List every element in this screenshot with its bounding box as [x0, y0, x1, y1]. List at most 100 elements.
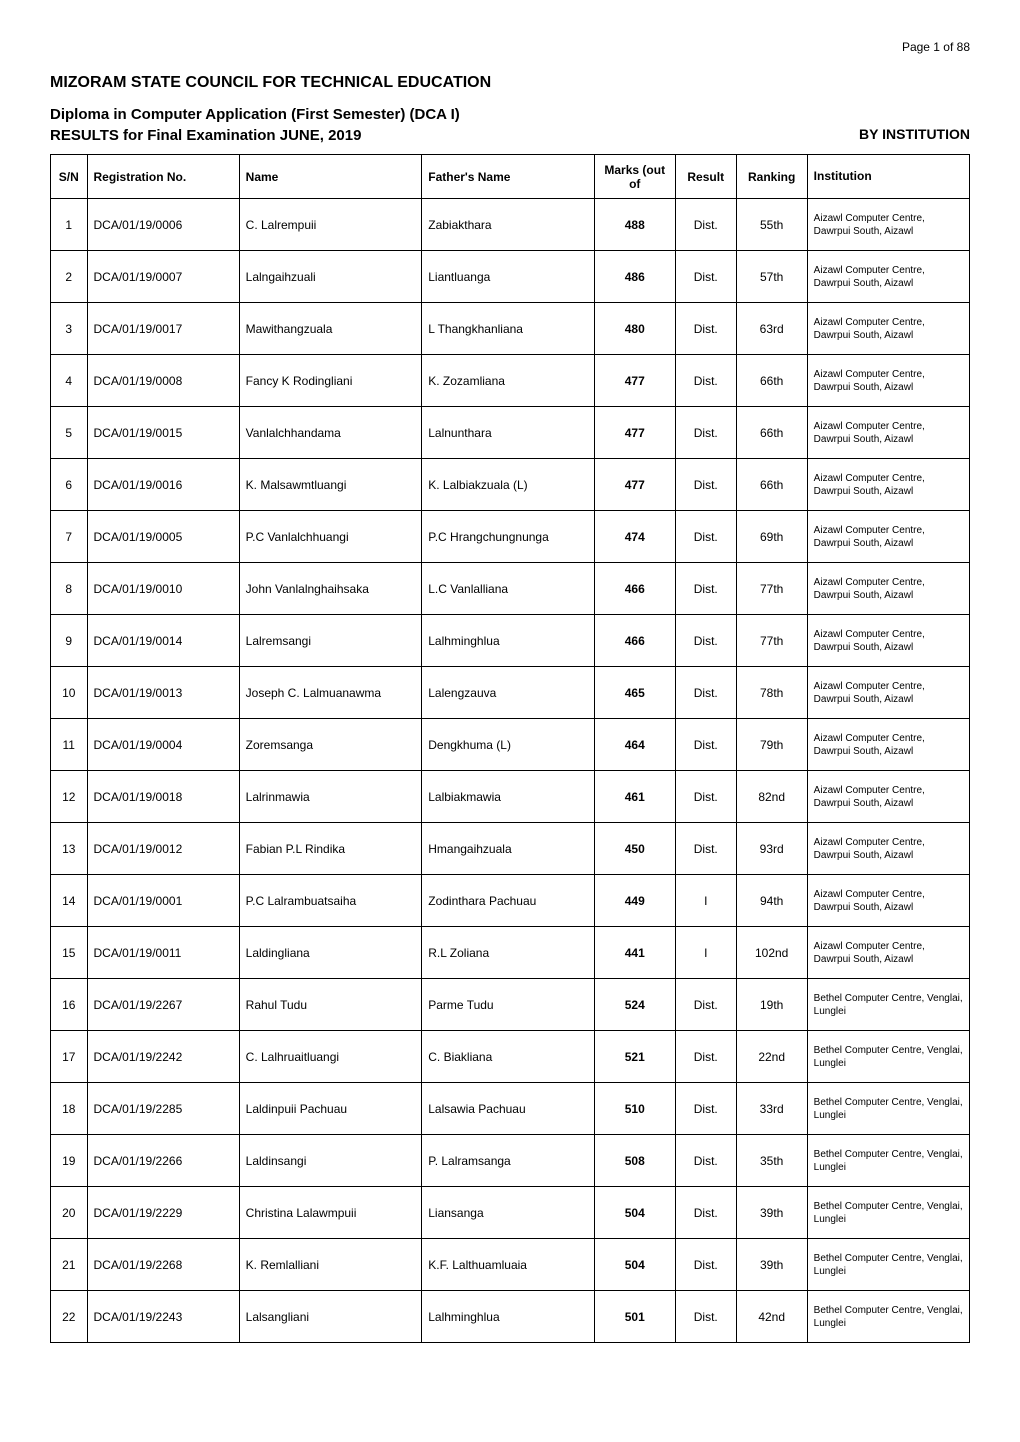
cell-sn: 6	[51, 459, 88, 511]
cell-inst: Aizawl Computer Centre, Dawrpui South, A…	[807, 563, 969, 615]
cell-result: Dist.	[675, 1187, 736, 1239]
table-row: 7DCA/01/19/0005P.C VanlalchhuangiP.C Hra…	[51, 511, 970, 563]
table-row: 20DCA/01/19/2229Christina LalawmpuiiLian…	[51, 1187, 970, 1239]
cell-marks: 461	[594, 771, 675, 823]
cell-result: Dist.	[675, 667, 736, 719]
cell-rank: 22nd	[736, 1031, 807, 1083]
cell-marks: 488	[594, 199, 675, 251]
cell-marks: 477	[594, 355, 675, 407]
cell-sn: 17	[51, 1031, 88, 1083]
col-header-name: Name	[239, 155, 422, 199]
cell-name: Lalremsangi	[239, 615, 422, 667]
cell-result: Dist.	[675, 303, 736, 355]
cell-reg: DCA/01/19/0001	[87, 875, 239, 927]
cell-sn: 16	[51, 979, 88, 1031]
cell-name: P.C Lalrambuatsaiha	[239, 875, 422, 927]
cell-rank: 79th	[736, 719, 807, 771]
cell-marks: 504	[594, 1187, 675, 1239]
cell-rank: 77th	[736, 563, 807, 615]
cell-reg: DCA/01/19/2243	[87, 1291, 239, 1343]
cell-rank: 35th	[736, 1135, 807, 1187]
cell-name: Laldinpuii Pachuau	[239, 1083, 422, 1135]
cell-result: Dist.	[675, 979, 736, 1031]
cell-name: K. Remlalliani	[239, 1239, 422, 1291]
cell-father: Lalhminghlua	[422, 1291, 594, 1343]
cell-father: Liansanga	[422, 1187, 594, 1239]
cell-reg: DCA/01/19/0012	[87, 823, 239, 875]
cell-inst: Aizawl Computer Centre, Dawrpui South, A…	[807, 823, 969, 875]
cell-inst: Bethel Computer Centre, Venglai, Lunglei	[807, 1187, 969, 1239]
cell-sn: 1	[51, 199, 88, 251]
cell-father: Parme Tudu	[422, 979, 594, 1031]
cell-father: L Thangkhanliana	[422, 303, 594, 355]
cell-reg: DCA/01/19/2266	[87, 1135, 239, 1187]
cell-father: L.C Vanlalliana	[422, 563, 594, 615]
cell-reg: DCA/01/19/0017	[87, 303, 239, 355]
cell-marks: 474	[594, 511, 675, 563]
cell-rank: 69th	[736, 511, 807, 563]
table-row: 8DCA/01/19/0010John VanlalnghaihsakaL.C …	[51, 563, 970, 615]
cell-inst: Aizawl Computer Centre, Dawrpui South, A…	[807, 407, 969, 459]
cell-result: Dist.	[675, 1135, 736, 1187]
results-table: S/N Registration No. Name Father's Name …	[50, 154, 970, 1343]
cell-name: Laldingliana	[239, 927, 422, 979]
subtitle-block: Diploma in Computer Application (First S…	[50, 106, 679, 144]
cell-result: Dist.	[675, 1083, 736, 1135]
cell-inst: Aizawl Computer Centre, Dawrpui South, A…	[807, 771, 969, 823]
table-row: 14DCA/01/19/0001P.C LalrambuatsaihaZodin…	[51, 875, 970, 927]
cell-name: Christina Lalawmpuii	[239, 1187, 422, 1239]
cell-father: C. Biakliana	[422, 1031, 594, 1083]
cell-marks: 486	[594, 251, 675, 303]
results-line: RESULTS for Final Examination JUNE, 2019	[50, 127, 679, 144]
cell-reg: DCA/01/19/2267	[87, 979, 239, 1031]
page-number: Page 1 of 88	[50, 40, 970, 54]
table-row: 22DCA/01/19/2243LalsanglianiLalhminghlua…	[51, 1291, 970, 1343]
cell-rank: 57th	[736, 251, 807, 303]
cell-father: K. Zozamliana	[422, 355, 594, 407]
cell-inst: Bethel Computer Centre, Venglai, Lunglei	[807, 1135, 969, 1187]
diploma-line: Diploma in Computer Application (First S…	[50, 106, 679, 123]
table-row: 5DCA/01/19/0015VanlalchhandamaLalnunthar…	[51, 407, 970, 459]
cell-name: Lalsangliani	[239, 1291, 422, 1343]
cell-reg: DCA/01/19/0018	[87, 771, 239, 823]
cell-rank: 55th	[736, 199, 807, 251]
cell-result: Dist.	[675, 199, 736, 251]
cell-rank: 82nd	[736, 771, 807, 823]
cell-result: Dist.	[675, 511, 736, 563]
cell-rank: 78th	[736, 667, 807, 719]
cell-inst: Aizawl Computer Centre, Dawrpui South, A…	[807, 511, 969, 563]
cell-father: Dengkhuma (L)	[422, 719, 594, 771]
cell-marks: 466	[594, 615, 675, 667]
cell-reg: DCA/01/19/2229	[87, 1187, 239, 1239]
cell-reg: DCA/01/19/0008	[87, 355, 239, 407]
cell-sn: 8	[51, 563, 88, 615]
table-row: 13DCA/01/19/0012Fabian P.L RindikaHmanga…	[51, 823, 970, 875]
cell-name: C. Lalrempuii	[239, 199, 422, 251]
cell-reg: DCA/01/19/0005	[87, 511, 239, 563]
cell-inst: Aizawl Computer Centre, Dawrpui South, A…	[807, 199, 969, 251]
cell-sn: 12	[51, 771, 88, 823]
cell-sn: 9	[51, 615, 88, 667]
table-row: 18DCA/01/19/2285Laldinpuii PachuauLalsaw…	[51, 1083, 970, 1135]
cell-reg: DCA/01/19/0011	[87, 927, 239, 979]
cell-inst: Bethel Computer Centre, Venglai, Lunglei	[807, 1291, 969, 1343]
cell-rank: 19th	[736, 979, 807, 1031]
table-row: 12DCA/01/19/0018LalrinmawiaLalbiakmawia4…	[51, 771, 970, 823]
cell-result: Dist.	[675, 459, 736, 511]
cell-name: Mawithangzuala	[239, 303, 422, 355]
cell-sn: 2	[51, 251, 88, 303]
cell-marks: 464	[594, 719, 675, 771]
cell-reg: DCA/01/19/0006	[87, 199, 239, 251]
cell-sn: 11	[51, 719, 88, 771]
cell-result: Dist.	[675, 771, 736, 823]
col-header-reg: Registration No.	[87, 155, 239, 199]
cell-reg: DCA/01/19/0016	[87, 459, 239, 511]
cell-inst: Bethel Computer Centre, Venglai, Lunglei	[807, 1239, 969, 1291]
cell-inst: Aizawl Computer Centre, Dawrpui South, A…	[807, 251, 969, 303]
table-row: 21DCA/01/19/2268K. RemlallianiK.F. Lalth…	[51, 1239, 970, 1291]
col-header-sn: S/N	[51, 155, 88, 199]
cell-rank: 63rd	[736, 303, 807, 355]
table-row: 6DCA/01/19/0016K. MalsawmtluangiK. Lalbi…	[51, 459, 970, 511]
cell-result: Dist.	[675, 823, 736, 875]
table-header-row: S/N Registration No. Name Father's Name …	[51, 155, 970, 199]
